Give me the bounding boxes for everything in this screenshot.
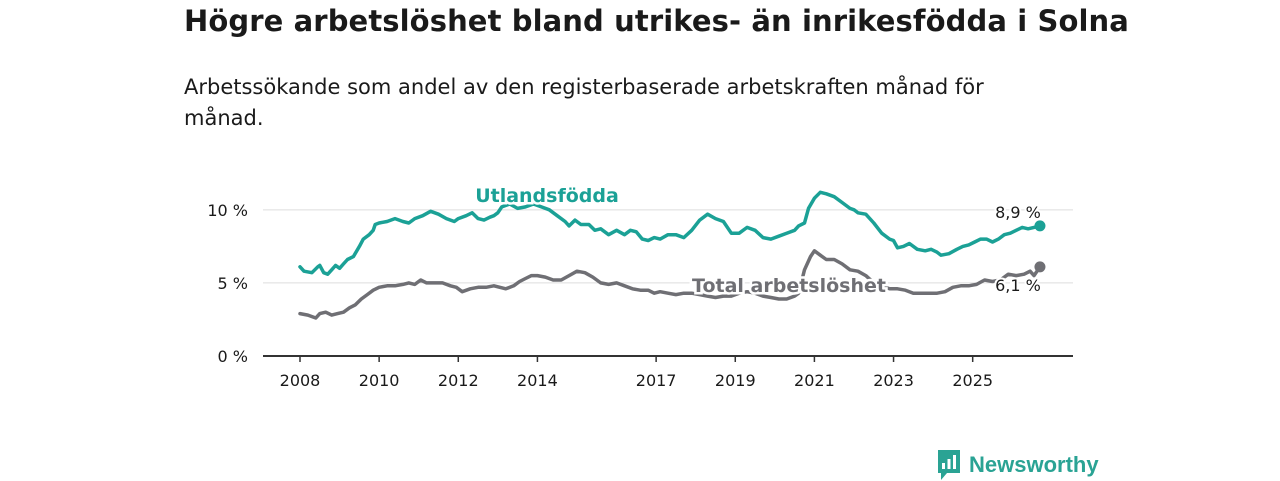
chart-title: Högre arbetslöshet bland utrikes- än inr… [184, 4, 1129, 38]
x-tick-label: 2012 [438, 371, 479, 390]
x-tick-label: 2008 [280, 371, 321, 390]
x-tick-label: 2025 [952, 371, 993, 390]
chart-subtitle: Arbetssökande som andel av den registerb… [184, 75, 984, 130]
brand-logo: Newsworthy [937, 449, 1099, 481]
series-line-utlandsfodda [298, 190, 1042, 276]
series-end-value-label: 8,9 % [995, 203, 1041, 222]
series-end-value-label: 6,1 % [995, 276, 1041, 295]
y-tick-label: 0 % [218, 347, 248, 366]
x-tick-label: 2023 [873, 371, 914, 390]
series-line-total-arbetsloshet [298, 249, 1042, 320]
x-tick-label: 2010 [359, 371, 400, 390]
y-tick-label: 5 % [218, 274, 248, 293]
series-label-total-arbetsloshet: Total arbetslöshet [692, 275, 886, 297]
series-end-marker-utlandsfodda [1034, 220, 1046, 232]
series-labels: 8,9 % 6,1 % Utlandsfödda Total arbetslöshet [473, 183, 1043, 300]
x-tick-label: 2021 [794, 371, 835, 390]
y-axis-ticks: 0 % 5 % 10 % [207, 201, 248, 366]
brand-name: Newsworthy [969, 452, 1099, 477]
x-tick-label: 2017 [636, 371, 677, 390]
series-end-marker-total-arbetsloshet [1034, 261, 1046, 273]
y-tick-label: 10 % [207, 201, 248, 220]
series-label-utlandsfodda: Utlandsfödda [475, 185, 619, 207]
series-lines [298, 190, 1046, 320]
x-tick-label: 2019 [715, 371, 756, 390]
x-axis-ticks: 2008 2010 2012 2014 2017 2019 2021 2023 2025 [280, 356, 993, 390]
x-tick-label: 2014 [517, 371, 558, 390]
grid-lines [263, 209, 1073, 284]
bar-chart-logo-icon [938, 450, 960, 480]
